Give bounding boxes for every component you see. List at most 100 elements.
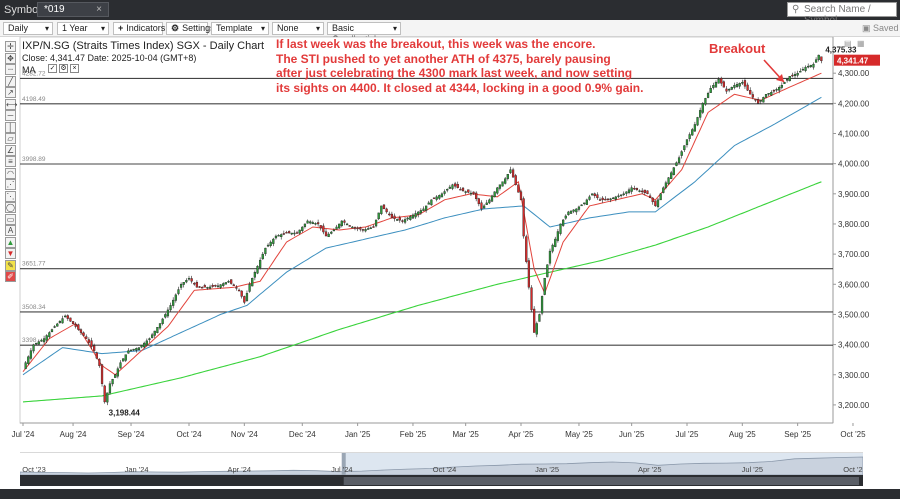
candle[interactable] xyxy=(546,264,549,278)
candle[interactable] xyxy=(622,193,625,196)
candle[interactable] xyxy=(419,210,422,214)
candle[interactable] xyxy=(398,217,401,221)
candle[interactable] xyxy=(596,194,599,199)
candle[interactable] xyxy=(583,202,586,205)
candle[interactable] xyxy=(656,199,660,207)
candle[interactable] xyxy=(675,162,678,166)
candle[interactable] xyxy=(403,219,407,223)
candle[interactable] xyxy=(643,189,646,194)
candle[interactable] xyxy=(559,223,562,234)
indicators-button[interactable]: + Indicators xyxy=(113,22,165,35)
candle[interactable] xyxy=(411,214,415,219)
candle[interactable] xyxy=(240,290,243,297)
candle[interactable] xyxy=(604,198,607,201)
candle[interactable] xyxy=(446,189,449,191)
crosshair-icon[interactable]: ✛ xyxy=(5,41,16,52)
candle[interactable] xyxy=(540,296,544,314)
candle[interactable] xyxy=(712,85,715,88)
candle[interactable] xyxy=(635,188,639,190)
candle[interactable] xyxy=(287,231,291,234)
eraser-icon[interactable]: ✐ xyxy=(5,271,16,282)
horizontal-line-icon[interactable]: ─ xyxy=(5,110,16,121)
candle[interactable] xyxy=(79,329,83,333)
candle[interactable] xyxy=(198,286,201,288)
candle[interactable] xyxy=(646,190,649,195)
candle[interactable] xyxy=(116,368,119,377)
fib-fan-icon[interactable]: ⋰ xyxy=(5,179,16,190)
candle[interactable] xyxy=(601,197,604,201)
candle[interactable] xyxy=(295,232,299,234)
candle[interactable] xyxy=(158,323,162,329)
candle[interactable] xyxy=(754,98,757,101)
candle[interactable] xyxy=(422,208,425,212)
candle[interactable] xyxy=(353,227,357,229)
candle[interactable] xyxy=(440,193,444,198)
candle[interactable] xyxy=(87,339,90,343)
candle[interactable] xyxy=(206,287,209,289)
candle[interactable] xyxy=(390,213,394,219)
candle[interactable] xyxy=(548,250,552,264)
candle[interactable] xyxy=(746,84,749,91)
candle[interactable] xyxy=(575,208,578,213)
candle[interactable] xyxy=(343,220,346,223)
candle[interactable] xyxy=(730,87,733,90)
candle[interactable] xyxy=(69,317,72,322)
candle[interactable] xyxy=(569,210,573,214)
candle[interactable] xyxy=(203,285,206,288)
candle[interactable] xyxy=(106,392,109,403)
candle[interactable] xyxy=(396,219,399,221)
candle[interactable] xyxy=(293,232,296,235)
candle[interactable] xyxy=(161,318,164,324)
candle[interactable] xyxy=(562,219,565,226)
candle[interactable] xyxy=(683,145,686,151)
candle[interactable] xyxy=(232,284,235,286)
line-icon[interactable]: ╱ xyxy=(5,75,16,87)
candle[interactable] xyxy=(791,74,794,77)
candle[interactable] xyxy=(335,226,338,230)
highlighter-icon[interactable]: ✎ xyxy=(5,259,16,271)
candle[interactable] xyxy=(691,129,694,136)
candle[interactable] xyxy=(314,223,317,225)
text-icon[interactable]: A xyxy=(5,225,16,236)
candle[interactable] xyxy=(319,225,322,229)
candle[interactable] xyxy=(759,100,762,102)
candle[interactable] xyxy=(122,358,125,362)
candle[interactable] xyxy=(224,282,228,285)
close-icon[interactable]: × xyxy=(70,64,79,73)
candle[interactable] xyxy=(625,191,628,194)
candle[interactable] xyxy=(704,98,707,105)
candle[interactable] xyxy=(256,265,259,274)
candle[interactable] xyxy=(543,278,546,295)
candle[interactable] xyxy=(498,184,502,189)
candle[interactable] xyxy=(95,352,98,359)
candle[interactable] xyxy=(219,284,222,288)
candle[interactable] xyxy=(749,90,752,95)
candle[interactable] xyxy=(385,208,388,213)
range-select[interactable]: 1 Year ▾ xyxy=(57,22,109,35)
candle[interactable] xyxy=(93,345,96,351)
candle[interactable] xyxy=(253,272,256,278)
candle[interactable] xyxy=(793,73,797,77)
candle[interactable] xyxy=(677,157,681,163)
candle[interactable] xyxy=(261,253,264,260)
candle[interactable] xyxy=(85,336,88,339)
candle[interactable] xyxy=(285,232,288,234)
candle[interactable] xyxy=(380,205,383,215)
candle[interactable] xyxy=(598,199,602,201)
candle[interactable] xyxy=(443,191,446,194)
candle[interactable] xyxy=(172,299,175,306)
candle[interactable] xyxy=(514,175,517,185)
candle[interactable] xyxy=(264,247,267,254)
candle[interactable] xyxy=(58,321,62,323)
candle[interactable] xyxy=(522,198,525,237)
candle[interactable] xyxy=(153,330,156,336)
candle[interactable] xyxy=(74,324,77,327)
symbol-chip[interactable]: *019 × xyxy=(37,2,109,17)
candle[interactable] xyxy=(438,195,441,199)
candle[interactable] xyxy=(169,305,172,311)
candle[interactable] xyxy=(108,383,112,394)
candle[interactable] xyxy=(272,238,275,244)
candle[interactable] xyxy=(327,233,330,238)
candle[interactable] xyxy=(617,195,620,198)
